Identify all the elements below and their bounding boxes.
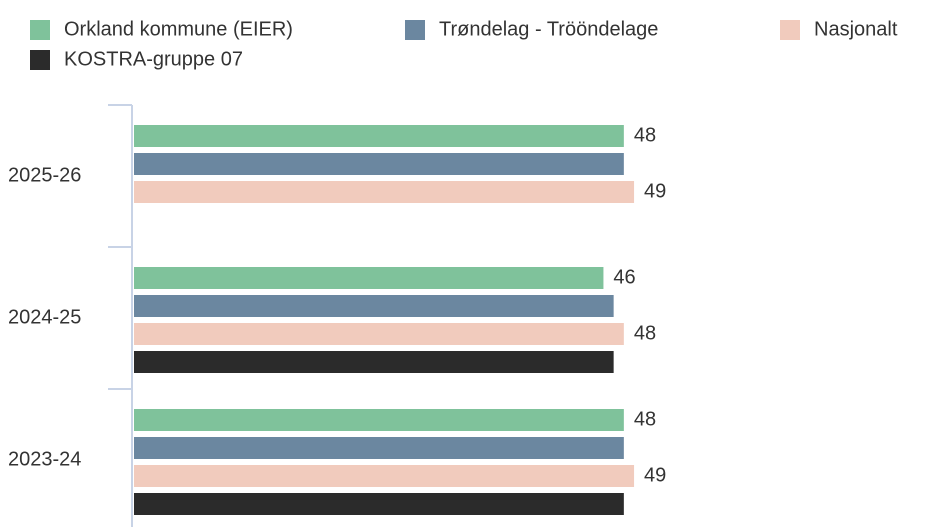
data-label: 48 [634, 124, 656, 146]
legend-label: Trøndelag - Trööndelage [439, 18, 658, 40]
bar [134, 267, 604, 289]
y-tick-label: 2025-26 [8, 164, 81, 186]
bar [134, 181, 635, 203]
bar [134, 409, 624, 431]
bar [134, 437, 624, 459]
legend-label: KOSTRA-gruppe 07 [64, 48, 243, 70]
legend-label: Nasjonalt [814, 18, 898, 40]
data-label: 48 [634, 408, 656, 430]
legend-label: Orkland kommune (EIER) [64, 18, 293, 40]
y-tick-label: 2024-25 [8, 306, 81, 328]
data-label: 49 [644, 180, 666, 202]
data-label: 46 [613, 266, 635, 288]
data-label: 48 [634, 322, 656, 344]
bar [134, 493, 624, 515]
bar [134, 465, 635, 487]
y-tick-label: 2023-24 [8, 448, 81, 470]
data-label: 49 [644, 464, 666, 486]
legend-swatch [30, 20, 50, 40]
bar [134, 323, 624, 345]
bar [134, 351, 614, 373]
bar [134, 125, 624, 147]
bar [134, 295, 614, 317]
legend-swatch [780, 20, 800, 40]
legend-swatch [30, 50, 50, 70]
bar [134, 153, 624, 175]
legend-swatch [405, 20, 425, 40]
